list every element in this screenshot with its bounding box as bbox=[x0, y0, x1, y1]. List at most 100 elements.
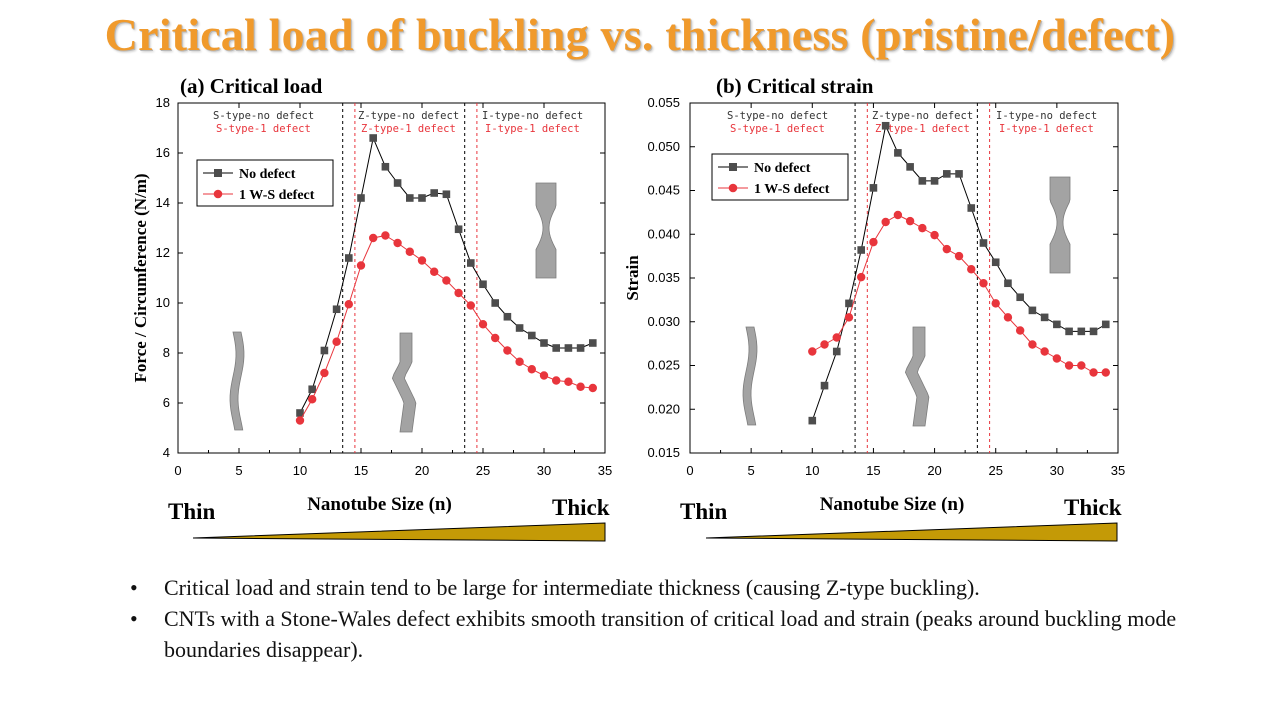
data-point-square bbox=[308, 385, 316, 394]
x-tick-label: 20 bbox=[927, 463, 941, 478]
legend-box bbox=[711, 153, 849, 201]
nanotube-illustration bbox=[904, 326, 930, 427]
x-tick-label: 15 bbox=[354, 463, 368, 478]
data-point-circle bbox=[1040, 347, 1049, 356]
bullet-glyph: • bbox=[130, 575, 138, 600]
legend-marker-circle bbox=[213, 189, 223, 199]
data-point-circle bbox=[857, 272, 866, 282]
data-point-circle bbox=[503, 346, 512, 355]
region-annotation: S-type-1 defect bbox=[216, 123, 311, 135]
x-tick-label: 0 bbox=[174, 463, 181, 478]
data-point-circle bbox=[808, 347, 817, 356]
data-point-square bbox=[589, 339, 597, 347]
data-point-circle bbox=[881, 217, 890, 227]
region-annotation: Z-type-no defect bbox=[872, 110, 973, 122]
y-tick-label: 0.040 bbox=[647, 226, 680, 241]
data-point-square bbox=[442, 190, 451, 199]
x-tick-label: 30 bbox=[1050, 463, 1064, 478]
data-point-circle bbox=[930, 230, 939, 240]
data-point-circle bbox=[308, 395, 317, 404]
data-point-square bbox=[357, 194, 365, 202]
data-point-square bbox=[832, 347, 841, 356]
data-point-square bbox=[930, 177, 939, 185]
data-point-circle bbox=[844, 313, 854, 322]
data-point-circle bbox=[905, 216, 915, 226]
y-tick-label: 0.055 bbox=[647, 95, 680, 110]
x-tick-label: 0 bbox=[686, 463, 693, 478]
data-point-circle bbox=[491, 333, 500, 343]
y-tick-label: 8 bbox=[163, 345, 170, 360]
data-point-square bbox=[1101, 320, 1110, 329]
data-point-circle bbox=[1077, 361, 1086, 370]
data-point-square bbox=[1040, 313, 1049, 322]
y-axis-label: Strain bbox=[623, 255, 642, 301]
data-point-square bbox=[918, 177, 927, 185]
legend-label: 1 W-S defect bbox=[754, 182, 830, 197]
x-tick-label: 5 bbox=[235, 463, 242, 478]
y-tick-label: 4 bbox=[163, 445, 170, 460]
bullet-list: • Critical load and strain tend to be la… bbox=[130, 572, 1190, 665]
data-point-circle bbox=[893, 210, 903, 220]
data-point-circle bbox=[1064, 361, 1074, 370]
y-tick-label: 10 bbox=[156, 295, 170, 310]
data-point-square bbox=[1089, 327, 1098, 336]
data-point-circle bbox=[1101, 368, 1110, 377]
data-point-square bbox=[881, 121, 890, 130]
data-point-circle bbox=[820, 340, 829, 349]
x-tick-label: 20 bbox=[415, 463, 429, 478]
legend-marker-square bbox=[214, 169, 222, 177]
data-point-square bbox=[515, 324, 524, 332]
data-point-circle bbox=[1052, 354, 1062, 363]
nanotube-illustration bbox=[391, 332, 417, 433]
data-point-square bbox=[528, 331, 536, 340]
data-point-square bbox=[454, 225, 463, 234]
y-tick-label: 0.050 bbox=[647, 139, 680, 154]
bullet-text: Critical load and strain tend to be larg… bbox=[164, 575, 980, 600]
data-point-square bbox=[564, 344, 573, 352]
data-point-square bbox=[869, 184, 878, 192]
y-tick-label: 0.020 bbox=[647, 401, 680, 416]
y-tick-label: 6 bbox=[163, 395, 170, 410]
nanotube-illustration bbox=[1049, 176, 1071, 274]
data-point-circle bbox=[442, 276, 451, 285]
x-tick-label: 10 bbox=[805, 463, 819, 478]
legend-label: No defect bbox=[754, 161, 811, 176]
bullet-item: • CNTs with a Stone-Wales defect exhibit… bbox=[130, 603, 1190, 665]
data-point-circle bbox=[417, 256, 427, 265]
data-point-square bbox=[1053, 320, 1061, 329]
thin-label: Thin bbox=[680, 499, 728, 524]
data-point-circle bbox=[967, 265, 976, 274]
data-point-circle bbox=[515, 357, 524, 366]
x-tick-label: 25 bbox=[988, 463, 1002, 478]
data-point-square bbox=[332, 305, 341, 314]
bullet-text: CNTs with a Stone-Wales defect exhibits … bbox=[164, 606, 1177, 662]
x-tick-label: 35 bbox=[1111, 463, 1125, 478]
data-point-circle bbox=[369, 233, 378, 243]
data-point-square bbox=[430, 189, 438, 197]
data-point-square bbox=[857, 246, 865, 254]
data-point-circle bbox=[991, 299, 1000, 308]
data-point-circle bbox=[454, 288, 463, 298]
data-point-square bbox=[845, 299, 853, 308]
data-point-square bbox=[967, 204, 976, 212]
data-point-circle bbox=[527, 365, 536, 374]
data-point-square bbox=[979, 239, 988, 247]
data-point-square bbox=[540, 339, 548, 347]
nanotube-illustration bbox=[229, 331, 245, 431]
data-point-circle bbox=[295, 416, 305, 425]
data-point-square bbox=[467, 259, 475, 267]
region-annotation: I-type-1 defect bbox=[999, 123, 1094, 135]
data-point-square bbox=[1065, 327, 1073, 336]
data-point-square bbox=[345, 254, 353, 262]
data-point-square bbox=[296, 409, 304, 417]
data-point-circle bbox=[539, 371, 549, 380]
y-tick-label: 0.025 bbox=[647, 358, 680, 373]
legend-label: 1 W-S defect bbox=[239, 188, 315, 203]
data-point-circle bbox=[954, 251, 964, 261]
data-point-square bbox=[552, 344, 560, 352]
data-point-square bbox=[808, 416, 817, 425]
data-point-square bbox=[576, 344, 585, 352]
legend-marker-square bbox=[729, 163, 737, 171]
data-point-square bbox=[1004, 279, 1012, 288]
